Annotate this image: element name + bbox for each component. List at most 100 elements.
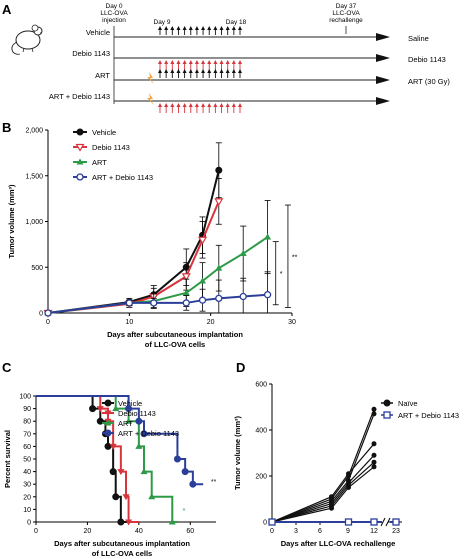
x-axis-title: Days after LLC-OVA rechallenge: [281, 539, 396, 548]
data-point: [263, 291, 272, 299]
x-tick-label: 3: [294, 528, 298, 535]
censor-marker: [125, 519, 133, 526]
data-point: [371, 464, 377, 470]
series-line: [47, 293, 268, 314]
y-tick-label: 0: [39, 311, 43, 318]
individual-mouse-line: [271, 454, 375, 523]
data-point: [371, 452, 377, 458]
dose-arrow-head: [158, 69, 162, 73]
significance-mark: **: [211, 479, 217, 486]
censor-marker: [181, 468, 189, 476]
row-label: ART: [95, 71, 110, 80]
individual-mouse-line: [271, 409, 375, 523]
panel-letter-c: C: [2, 360, 12, 375]
data-point: [182, 299, 190, 307]
series-art: [44, 200, 272, 316]
x-tick-label: 60: [186, 528, 194, 535]
radiation-bolt-icon: [147, 72, 154, 84]
censor-marker: [189, 480, 197, 488]
dose-arrow-head: [219, 60, 224, 64]
x-tick-label: 30: [288, 319, 296, 326]
y-tick-label: 20: [23, 494, 31, 501]
dose-arrow-head: [182, 103, 187, 107]
dose-arrow-head: [238, 103, 242, 107]
x-tick-label: 12: [370, 528, 378, 535]
censor-marker: [140, 430, 148, 438]
x-axis-title: Days after subcutaneous implantation: [54, 539, 190, 548]
data-point: [329, 505, 334, 511]
censor-marker: [112, 493, 120, 501]
timeline-label: Day 18: [226, 19, 247, 26]
data-point: [197, 236, 208, 245]
treatment-row: ART ART (30 Gy): [95, 69, 450, 86]
dose-arrow-head: [231, 60, 236, 64]
data-point: [215, 166, 223, 174]
dose-arrow-head: [170, 60, 175, 64]
dose-arrow-head: [201, 69, 206, 73]
legend-label: Vehicle: [92, 128, 116, 137]
series-line: [47, 236, 269, 314]
x-tick-label: 20: [207, 319, 215, 326]
censor-marker: [135, 417, 143, 425]
x-tick-label: 0: [34, 528, 38, 535]
dose-arrow-head: [170, 26, 175, 30]
data-point: [392, 518, 400, 526]
dose-arrow-head: [176, 60, 181, 64]
dose-arrow-head: [207, 60, 212, 64]
y-tick-label: 50: [23, 457, 31, 464]
series-vehicle: [36, 395, 134, 526]
censor-marker: [112, 405, 120, 412]
dose-arrow-head: [164, 69, 169, 73]
survival-curve: [36, 395, 178, 523]
data-point: [371, 411, 377, 417]
dose-arrow-head: [188, 60, 193, 64]
legend-label: Debio 1143: [118, 409, 156, 418]
data-point: [214, 198, 224, 207]
legend-marker: [104, 410, 112, 417]
row-arrowhead: [376, 54, 390, 62]
row-outcome: Debio 1143: [408, 55, 446, 64]
dose-arrow-head: [158, 26, 162, 30]
censor-marker: [117, 518, 125, 526]
x-axis-title: of LLC-OVA cells: [92, 549, 152, 558]
x-tick-label: 6: [318, 528, 322, 535]
legend-marker: [383, 399, 391, 407]
data-point: [239, 292, 247, 301]
dose-arrow-head: [225, 103, 230, 107]
y-tick-label: 1,000: [25, 219, 43, 226]
row-outcome: Saline: [408, 34, 429, 43]
data-point: [346, 471, 351, 477]
panel-c: C 0 10 20 30 40 50 60 70 80 90 100 0 20 40 60 Days afte…: [2, 360, 217, 558]
censor-marker: [122, 494, 130, 501]
legend-label: Debio 1143: [92, 143, 130, 152]
data-point: [329, 494, 334, 500]
dose-arrow-head: [182, 69, 187, 73]
dose-arrow-head: [201, 103, 206, 107]
dose-arrow-head: [170, 69, 175, 73]
dose-arrow-head: [238, 26, 242, 30]
y-tick-label: 80: [23, 419, 31, 426]
y-tick-label: 0: [27, 520, 31, 527]
data-point: [215, 264, 223, 271]
dose-arrow-head: [188, 103, 193, 107]
dose-arrow-head: [164, 60, 169, 64]
dose-arrow-head: [188, 26, 193, 30]
dose-arrow-head: [207, 103, 212, 107]
dose-arrow-head: [219, 69, 224, 73]
legend-label: Vehicle: [118, 399, 142, 408]
panel-letter-b: B: [2, 120, 11, 135]
y-tick-label: 30: [23, 482, 31, 489]
y-tick-label: 500: [31, 265, 43, 272]
timeline-label: Day 9: [154, 19, 171, 26]
censor-marker: [109, 468, 117, 476]
dose-arrow-head: [213, 26, 218, 30]
row-label: Vehicle: [86, 28, 110, 37]
row-outcome: ART (30 Gy): [408, 77, 450, 86]
dose-arrow-head: [201, 26, 206, 30]
data-point: [268, 518, 276, 526]
timeline-label: Day 37: [336, 3, 357, 10]
dose-arrow-head: [158, 103, 162, 107]
